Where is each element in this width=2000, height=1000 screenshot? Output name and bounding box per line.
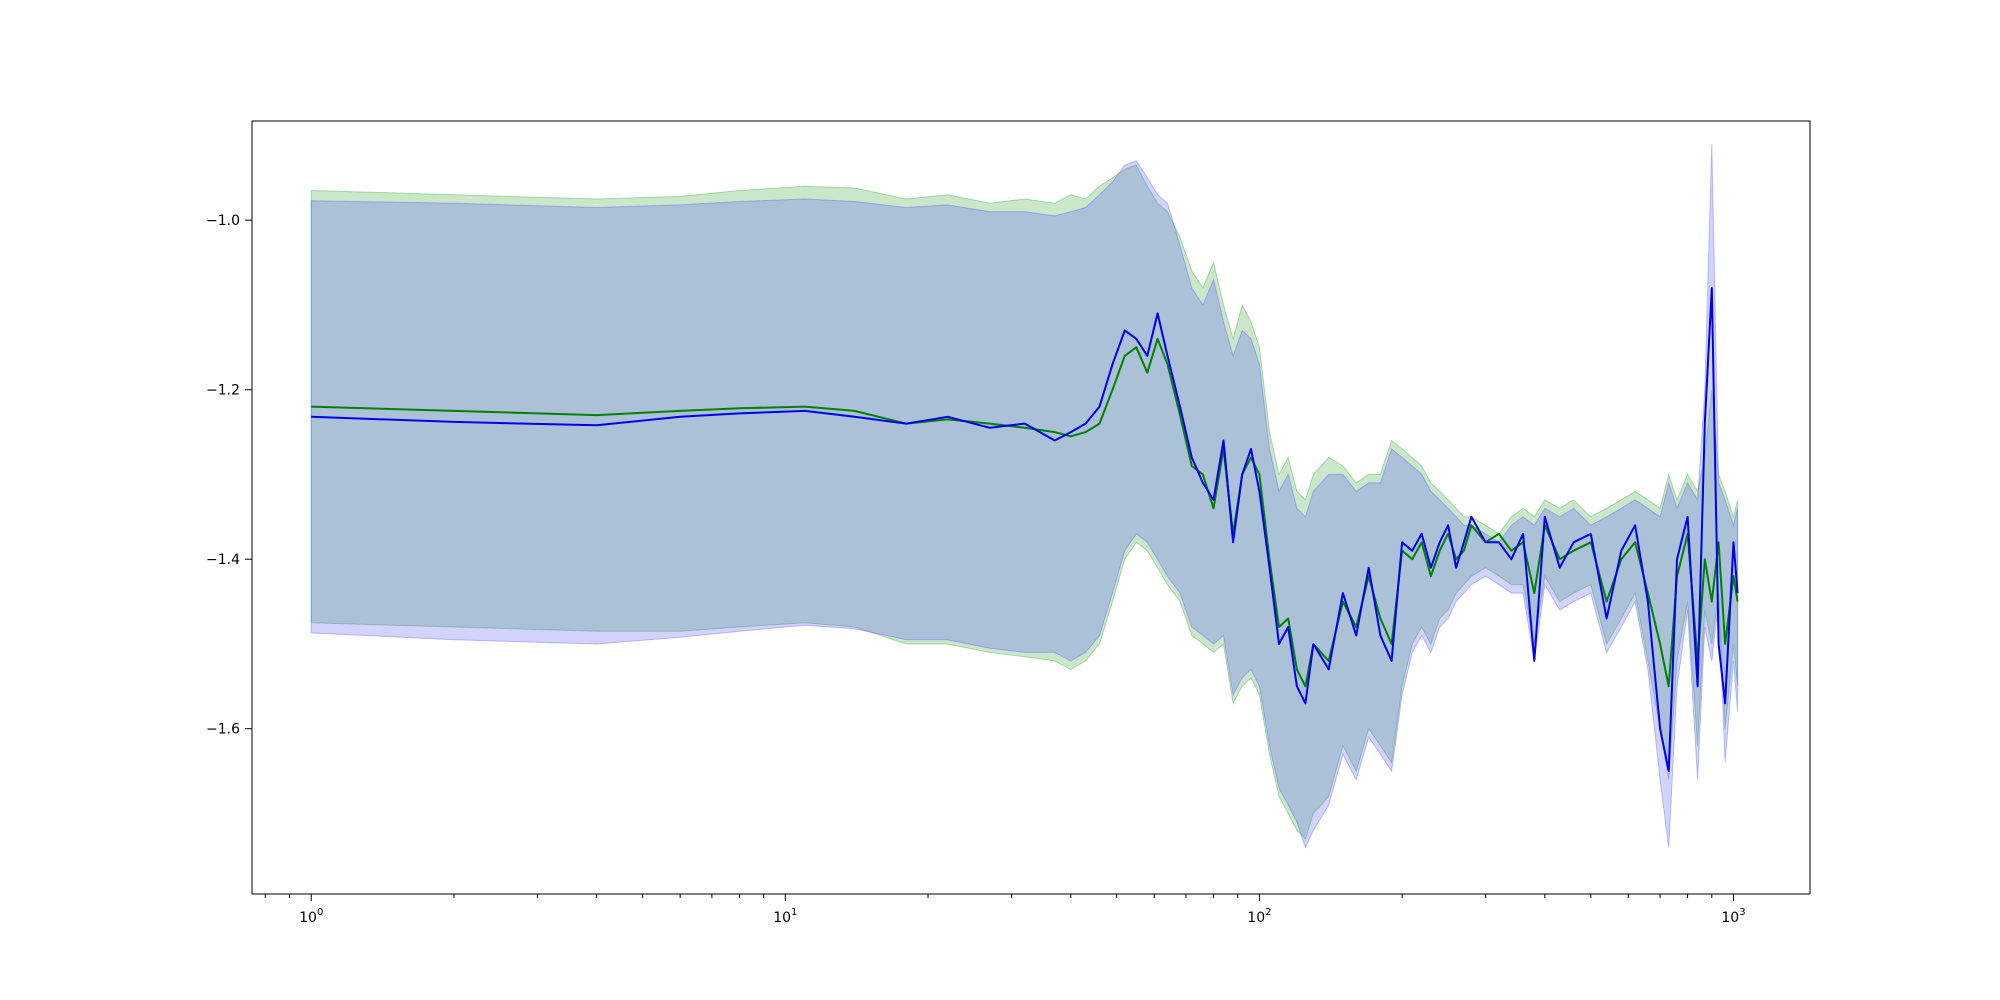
x-tick-label: 102 — [1247, 907, 1271, 926]
y-tick-label: −1.0 — [206, 213, 240, 229]
x-tick-label: 100 — [299, 907, 323, 926]
series-1-band — [310, 143, 1739, 849]
y-axis: −1.0 −1.2 −1.4 −1.6 — [206, 213, 252, 738]
y-tick-label: −1.4 — [206, 552, 240, 568]
plot-frame — [251, 120, 1811, 895]
mean-lines — [311, 287, 1739, 773]
x-tick-label: 103 — [1721, 907, 1745, 926]
x-tick-label: 101 — [773, 907, 797, 926]
y-tick-label: −1.2 — [206, 383, 240, 399]
series-1-line — [311, 287, 1739, 773]
y-tick-label: −1.6 — [206, 722, 240, 738]
series-0-line — [311, 337, 1739, 688]
x-axis: 100 101 102 103 — [264, 894, 1746, 926]
confidence-bands — [310, 143, 1739, 849]
series-0-band — [310, 164, 1739, 840]
